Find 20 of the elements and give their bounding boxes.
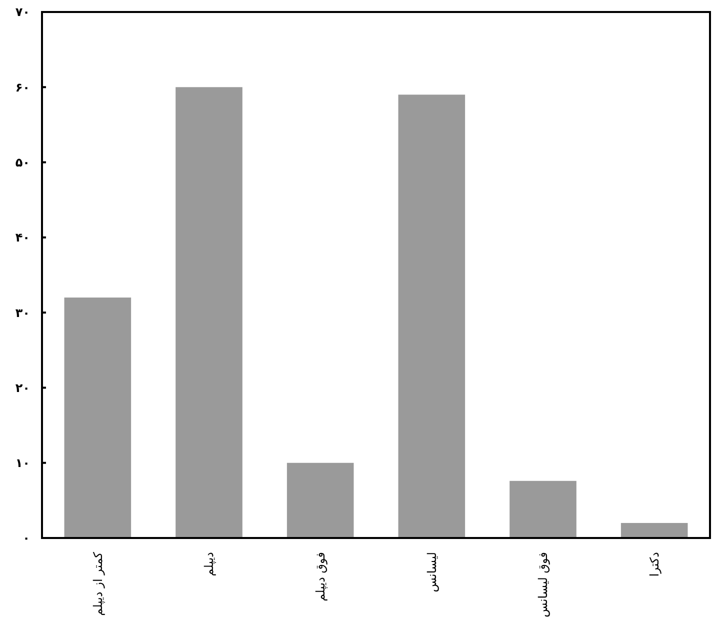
y-tick-label: ۳۰ [15, 306, 30, 320]
y-tick-label: ۰ [22, 531, 30, 546]
x-tick-label: فوق لیسانس [536, 552, 550, 618]
bar [64, 298, 132, 538]
bar [620, 522, 688, 538]
y-tick-label: ۴۰ [15, 230, 30, 245]
y-tick-label: ۶۰ [15, 80, 30, 94]
bar [176, 87, 242, 538]
y-tick-label: ۷۰ [15, 5, 30, 20]
y-tick-label: ۱۰ [15, 456, 30, 470]
bar [510, 480, 576, 538]
x-tick-label: دیپلم [202, 552, 216, 576]
x-tick-label: لیسانس [424, 552, 439, 592]
x-tick-label: کمتر از دیپلم [90, 552, 105, 616]
x-tick-label: دکترا [648, 552, 662, 577]
x-tick-label: فوق دیپلم [314, 552, 328, 602]
bar [398, 94, 466, 538]
bar [286, 462, 354, 538]
y-tick-label: ۵۰ [15, 155, 30, 170]
y-tick-label: ۲۰ [15, 380, 30, 395]
